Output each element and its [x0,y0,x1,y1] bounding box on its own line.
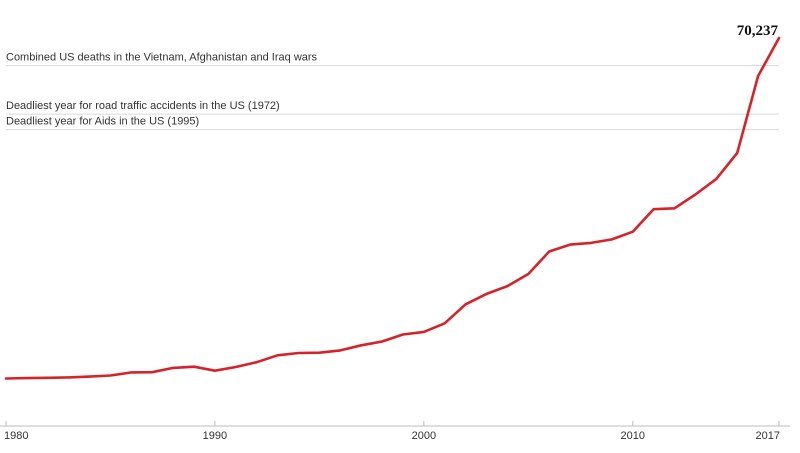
x-tick-label-1990: 1990 [203,430,227,442]
x-tick-label-2000: 2000 [412,430,436,442]
x-tick-label-1980: 1980 [4,430,28,442]
reference-label-2: Deadliest year for Aids in the US (1995) [6,116,199,128]
reference-label-0: Combined US deaths in the Vietnam, Afgha… [6,52,318,64]
x-tick-label-2010: 2010 [621,430,645,442]
series-line [4,36,781,380]
reference-label-1: Deadliest year for road traffic accident… [6,100,280,112]
series-layer [4,36,781,380]
annotations: 70,237 [737,23,779,39]
reference-lines: Combined US deaths in the Vietnam, Afgha… [6,52,779,131]
end-value-label: 70,237 [737,23,779,39]
x-tick-label-2017: 2017 [756,430,780,442]
x-axis: 1980 1990 2000 2010 2017 [0,421,790,442]
